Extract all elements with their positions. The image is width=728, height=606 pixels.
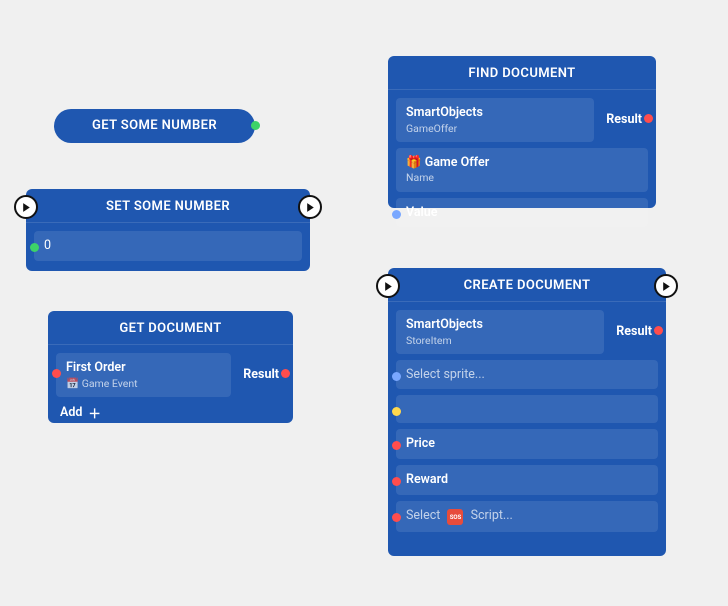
result-label: Result: [602, 112, 648, 127]
reward-field[interactable]: Reward: [396, 465, 658, 495]
field-sub: StoreItem: [406, 334, 594, 347]
sos-chip-icon: SOS: [447, 509, 463, 525]
field-title: Reward: [406, 472, 448, 487]
node-title: GET SOME NUMBER: [54, 109, 255, 142]
node-body: SmartObjects GameOffer Result 🎁 Game Off…: [388, 90, 656, 237]
add-label: Add: [60, 405, 82, 420]
calendar-icon: 📅: [66, 377, 79, 390]
number-input[interactable]: 0: [34, 231, 302, 261]
field-title: SmartObjects: [406, 105, 483, 120]
flow-in-handle[interactable]: [14, 195, 38, 219]
field-title: Price: [406, 436, 435, 451]
empty-field[interactable]: [396, 395, 658, 423]
input-port[interactable]: [52, 369, 61, 378]
node-body: SmartObjects StoreItem Result Select spr…: [388, 302, 666, 542]
input-port[interactable]: [392, 210, 401, 219]
output-port[interactable]: [281, 369, 290, 378]
field-sub: Game Event: [82, 377, 138, 390]
document-field[interactable]: First Order 📅 Game Event: [56, 353, 231, 397]
node-title: CREATE DOCUMENT: [388, 268, 666, 301]
input-port[interactable]: [392, 372, 401, 381]
select-prefix: Select: [406, 508, 440, 523]
flow-out-handle[interactable]: [298, 195, 322, 219]
price-field[interactable]: Price: [396, 429, 658, 459]
node-body: First Order 📅 Game Event Result Add ＋: [48, 345, 293, 434]
node-create-document[interactable]: CREATE DOCUMENT SmartObjects StoreItem R…: [388, 268, 666, 556]
select-suffix: Script...: [471, 508, 513, 523]
node-find-document[interactable]: FIND DOCUMENT SmartObjects GameOffer Res…: [388, 56, 656, 208]
field-sub: GameOffer: [406, 122, 584, 135]
output-port[interactable]: [654, 326, 663, 335]
input-port[interactable]: [392, 513, 401, 522]
input-port[interactable]: [30, 243, 39, 252]
node-get-some-number[interactable]: GET SOME NUMBER: [54, 109, 255, 143]
smartobjects-field[interactable]: SmartObjects StoreItem: [396, 310, 604, 354]
field-title: Value: [406, 205, 438, 220]
input-port[interactable]: [392, 477, 401, 486]
input-port[interactable]: [392, 441, 401, 450]
node-title: SET SOME NUMBER: [26, 189, 310, 222]
plus-icon: ＋: [88, 403, 101, 422]
node-title: GET DOCUMENT: [48, 311, 293, 344]
arrow-right-icon: [21, 202, 32, 213]
result-label: Result: [239, 367, 285, 382]
flow-out-handle[interactable]: [654, 274, 678, 298]
arrow-right-icon: [305, 202, 316, 213]
script-select[interactable]: Select SOS Script...: [396, 501, 658, 533]
output-port[interactable]: [251, 121, 260, 130]
field-title: 🎁 Game Offer: [406, 155, 489, 170]
field-sub: Name: [406, 171, 638, 184]
sprite-select[interactable]: Select sprite...: [396, 360, 658, 390]
node-get-document[interactable]: GET DOCUMENT First Order 📅 Game Event Re…: [48, 311, 293, 423]
flow-in-handle[interactable]: [376, 274, 400, 298]
arrow-right-icon: [661, 281, 672, 292]
node-title: FIND DOCUMENT: [388, 56, 656, 89]
value-field[interactable]: Value: [396, 198, 648, 228]
arrow-right-icon: [383, 281, 394, 292]
gift-icon: 🎁: [406, 155, 422, 170]
field-title: First Order: [66, 360, 126, 375]
smartobjects-field[interactable]: SmartObjects GameOffer: [396, 98, 594, 142]
field-title: SmartObjects: [406, 317, 483, 332]
node-set-some-number[interactable]: SET SOME NUMBER 0: [26, 189, 310, 271]
input-port[interactable]: [392, 407, 401, 416]
result-label: Result: [612, 324, 658, 339]
output-port[interactable]: [644, 114, 653, 123]
game-offer-field[interactable]: 🎁 Game Offer Name: [396, 148, 648, 192]
add-button[interactable]: Add ＋: [56, 397, 285, 424]
node-body: 0: [26, 223, 310, 271]
